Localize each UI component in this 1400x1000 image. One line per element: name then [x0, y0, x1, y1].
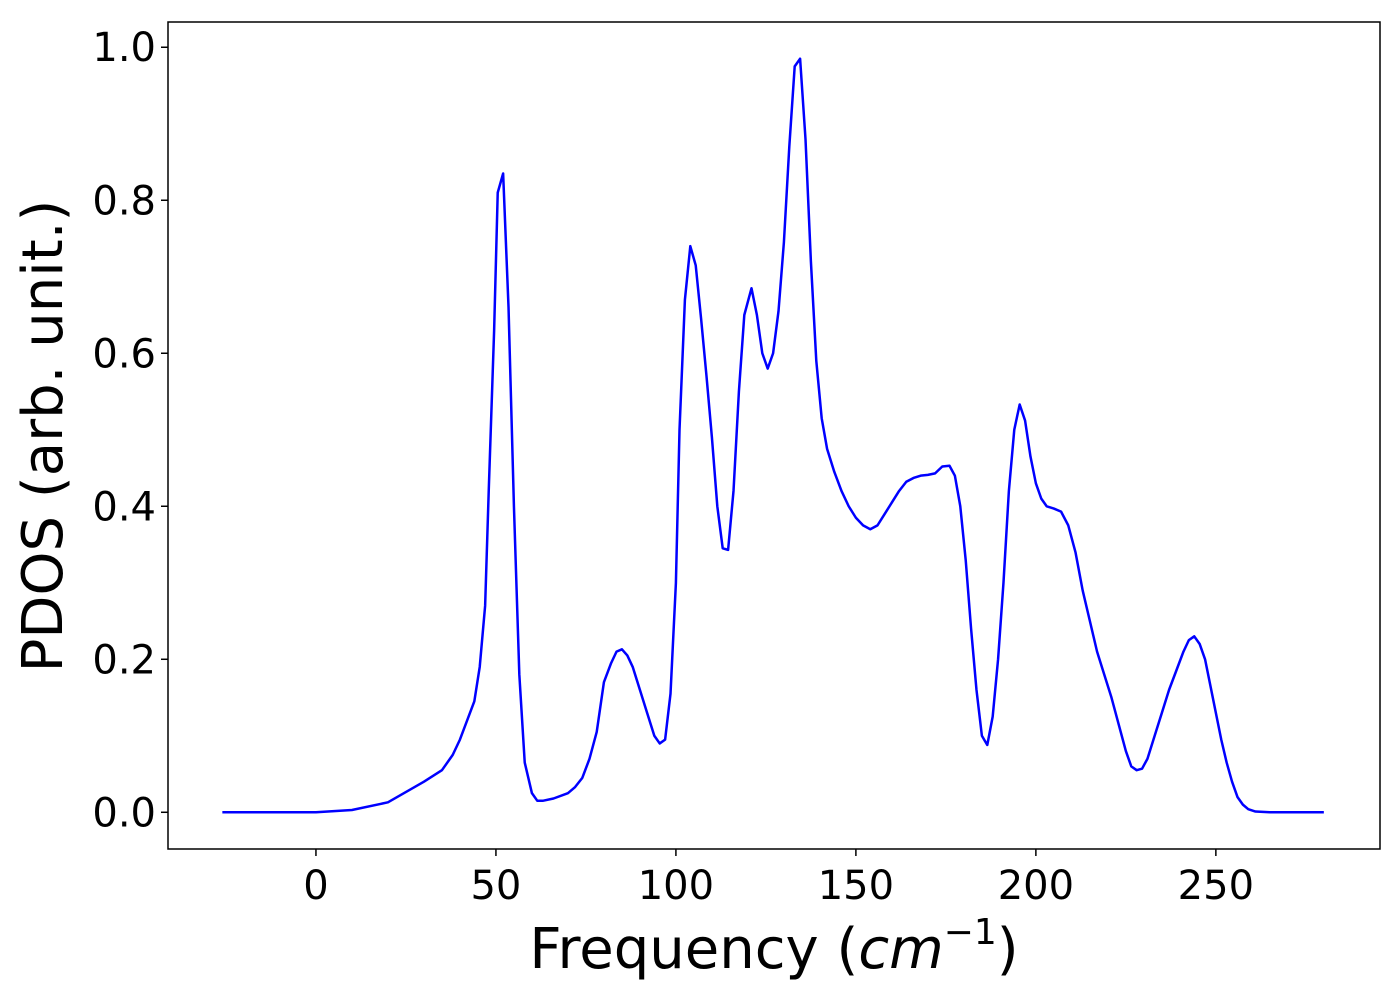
y-tick-label: 0.0	[92, 790, 156, 836]
x-label-unit: cm	[858, 917, 943, 982]
y-tick-label: 0.8	[92, 178, 156, 224]
x-label-close: )	[997, 917, 1019, 982]
x-label-text: Frequency (	[529, 917, 858, 982]
line	[222, 57, 1324, 814]
y-tick-label: 1.0	[92, 25, 156, 71]
x-tick-label: 100	[638, 863, 714, 909]
x-tick-label: 50	[470, 863, 521, 909]
plot-frame	[167, 21, 1381, 850]
x-tick-label: 250	[1178, 863, 1254, 909]
x-tick-label: 200	[998, 863, 1074, 909]
y-tick-label: 0.2	[92, 637, 156, 683]
y-tick-label: 0.4	[92, 484, 156, 530]
x-tick-label: 150	[818, 863, 894, 909]
y-tick-label: 0.6	[92, 331, 156, 377]
y-axis-label: PDOS (arb. unit.)	[11, 200, 76, 673]
x-tick-label: 0	[303, 863, 328, 909]
x-axis-label: Frequency (cm−1)	[529, 912, 1018, 982]
x-label-exponent: −1	[944, 912, 997, 953]
